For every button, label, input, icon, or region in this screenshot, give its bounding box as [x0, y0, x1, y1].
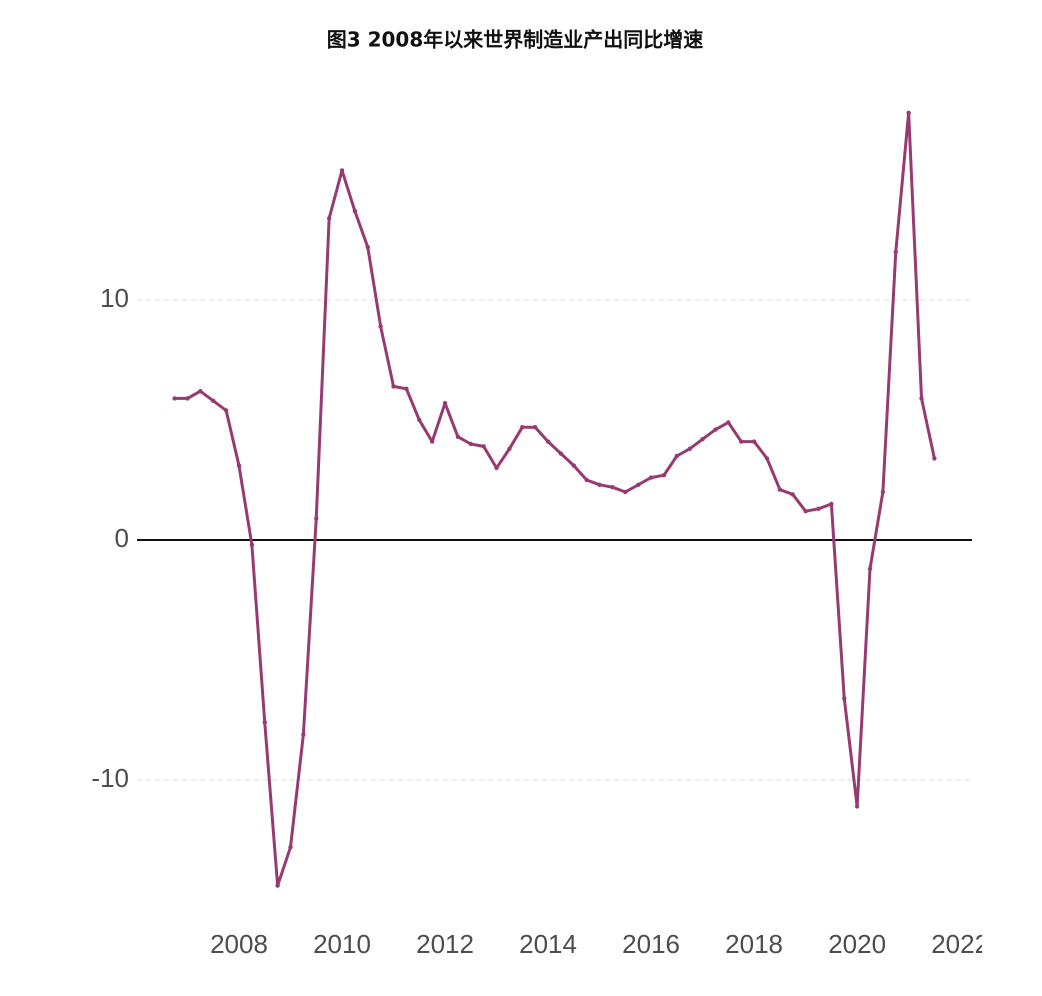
point [854, 804, 860, 809]
point [571, 463, 577, 468]
point [880, 489, 886, 495]
point [494, 465, 499, 471]
point [623, 489, 628, 495]
point [429, 439, 435, 444]
point [764, 456, 770, 461]
point [417, 417, 422, 423]
point [726, 420, 731, 425]
chart-title: 图3 2008年以来世界制造业产出同比增速 [327, 28, 704, 52]
point [172, 396, 177, 401]
point [584, 477, 589, 483]
point [236, 463, 242, 468]
x-tick-label: 2010 [313, 929, 371, 959]
point [867, 566, 873, 571]
point [468, 441, 473, 447]
x-tick-label: 2014 [519, 929, 577, 959]
point [404, 386, 409, 391]
x-tick-label: 2016 [622, 929, 680, 959]
x-tick-label: 2012 [416, 929, 474, 959]
point [790, 492, 795, 497]
point [610, 485, 615, 490]
point [674, 453, 680, 459]
point [211, 398, 216, 403]
point [262, 720, 267, 725]
point [378, 324, 383, 329]
y-tick-label: 0 [115, 523, 129, 553]
point [339, 168, 345, 173]
point [906, 110, 911, 116]
point [288, 845, 293, 850]
point [829, 501, 834, 507]
point [185, 396, 190, 401]
point [223, 408, 229, 413]
y-tick-label: 10 [100, 283, 129, 313]
point [842, 696, 847, 701]
x-tick-label: 2018 [725, 929, 783, 959]
point [481, 444, 486, 449]
point [687, 446, 692, 451]
point [932, 456, 937, 461]
point [455, 434, 461, 439]
point [803, 509, 808, 514]
point [275, 883, 280, 888]
point [301, 732, 306, 737]
point [597, 482, 602, 487]
x-tick-label: 2020 [828, 929, 886, 959]
plot-area: -10 0 10 2008 2010 2012 2014 2016 2018 2020 2022 [91, 110, 989, 959]
point [365, 245, 370, 250]
point [636, 482, 641, 487]
point [751, 439, 757, 444]
point [648, 475, 654, 480]
x-tick-label: 2008 [210, 929, 268, 959]
point [545, 439, 551, 444]
x-tick-label: 2022 [931, 929, 989, 959]
point [558, 451, 564, 456]
y-tick-label: -10 [91, 763, 129, 793]
point [314, 516, 319, 521]
point [198, 389, 203, 394]
point [391, 384, 396, 389]
point [919, 396, 924, 401]
point [520, 425, 525, 430]
point [893, 249, 898, 255]
point [777, 487, 783, 492]
point [661, 473, 667, 478]
point [532, 425, 538, 430]
point [507, 446, 512, 451]
point [326, 216, 332, 221]
point [739, 439, 744, 444]
point [816, 506, 821, 511]
point [442, 401, 448, 406]
series-line [174, 111, 936, 888]
point [700, 437, 705, 442]
point [352, 209, 358, 214]
point [249, 542, 255, 547]
point [713, 427, 718, 432]
